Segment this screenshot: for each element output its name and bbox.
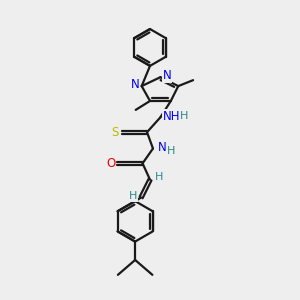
Text: H: H <box>167 146 175 157</box>
Text: N: N <box>163 70 171 83</box>
Text: H: H <box>179 111 188 121</box>
Text: O: O <box>106 157 116 170</box>
Text: N: N <box>158 141 167 154</box>
Text: H: H <box>155 172 164 182</box>
Text: S: S <box>112 126 119 139</box>
Text: NH: NH <box>163 110 180 123</box>
Text: H: H <box>129 191 137 201</box>
Text: N: N <box>131 78 140 92</box>
